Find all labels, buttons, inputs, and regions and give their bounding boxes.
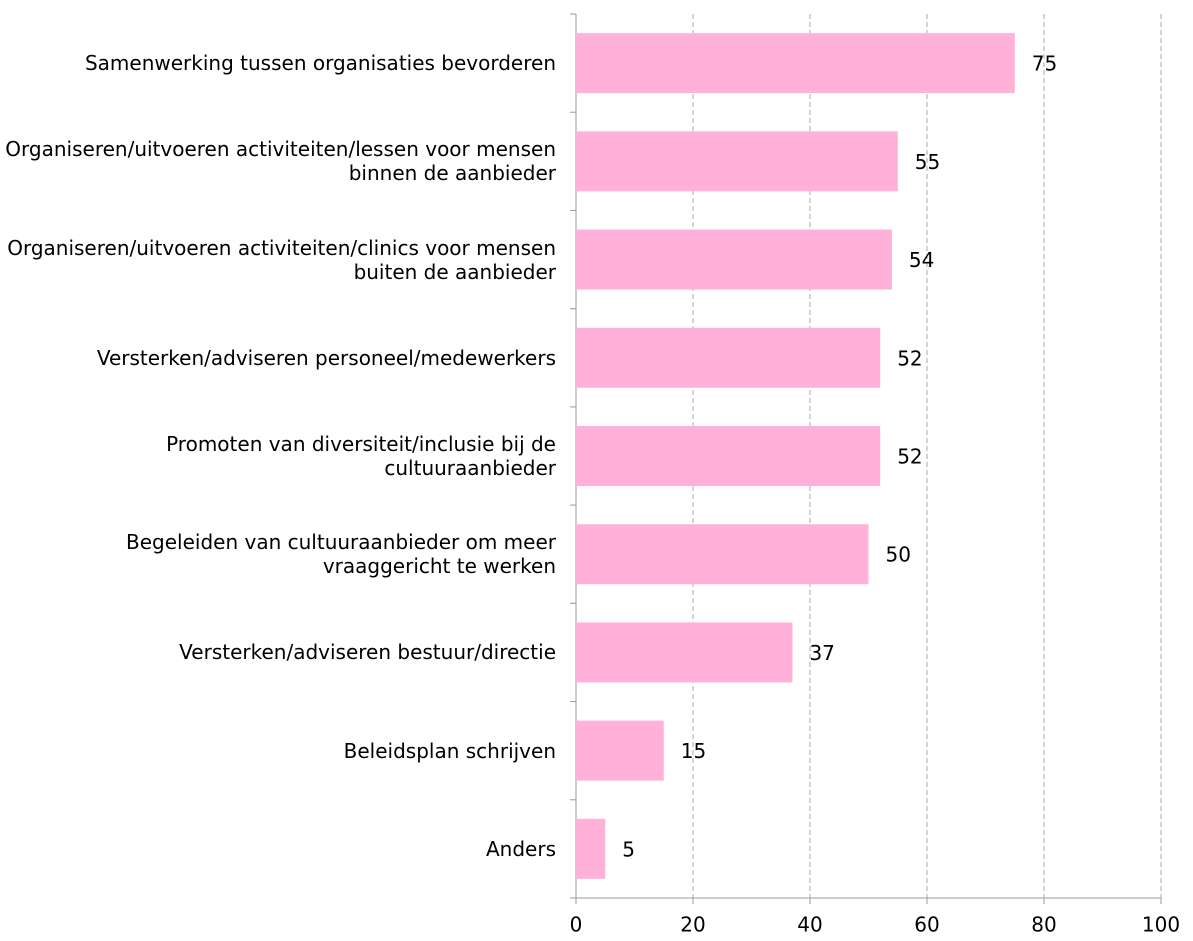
category-label: Promoten van diversiteit/inclusie bij de… bbox=[166, 432, 556, 480]
bar bbox=[576, 622, 793, 683]
category-label: Organiseren/uitvoeren activiteiten/lesse… bbox=[5, 137, 556, 186]
category-label: Begeleiden van cultuuraanbieder om meer … bbox=[126, 530, 556, 579]
bar bbox=[576, 131, 898, 192]
bar bbox=[576, 720, 664, 781]
value-label: 55 bbox=[915, 150, 940, 174]
value-label: 52 bbox=[897, 346, 922, 370]
category-label: Beleidsplan schrijven bbox=[343, 738, 556, 763]
bar bbox=[576, 33, 1015, 94]
value-label: 75 bbox=[1032, 52, 1057, 76]
x-tick-label: 0 bbox=[570, 913, 583, 937]
value-label: 50 bbox=[886, 543, 911, 567]
value-label: 54 bbox=[909, 248, 934, 272]
category-label: Versterken/adviseren bestuur/directie bbox=[179, 640, 556, 665]
bar bbox=[576, 426, 881, 486]
value-label: 15 bbox=[681, 739, 706, 763]
x-tick-label: 80 bbox=[1031, 913, 1056, 937]
category-label: Versterken/adviseren personeel/medewerke… bbox=[96, 345, 556, 370]
bar bbox=[576, 524, 869, 585]
x-tick-label: 100 bbox=[1142, 913, 1180, 937]
value-label: 52 bbox=[897, 445, 922, 469]
x-tick-label: 40 bbox=[797, 913, 822, 937]
category-label: Anders bbox=[486, 836, 556, 861]
bar bbox=[576, 229, 892, 290]
value-label: 5 bbox=[622, 837, 635, 861]
value-label: 37 bbox=[809, 641, 834, 665]
category-label: Samenwerking tussen organisaties bevorde… bbox=[84, 51, 556, 76]
x-tick-label: 20 bbox=[680, 913, 705, 937]
category-label: Organiseren/uitvoeren activiteiten/clini… bbox=[7, 235, 556, 284]
bar bbox=[576, 327, 881, 388]
bar bbox=[576, 818, 606, 879]
x-tick-label: 60 bbox=[914, 913, 939, 937]
